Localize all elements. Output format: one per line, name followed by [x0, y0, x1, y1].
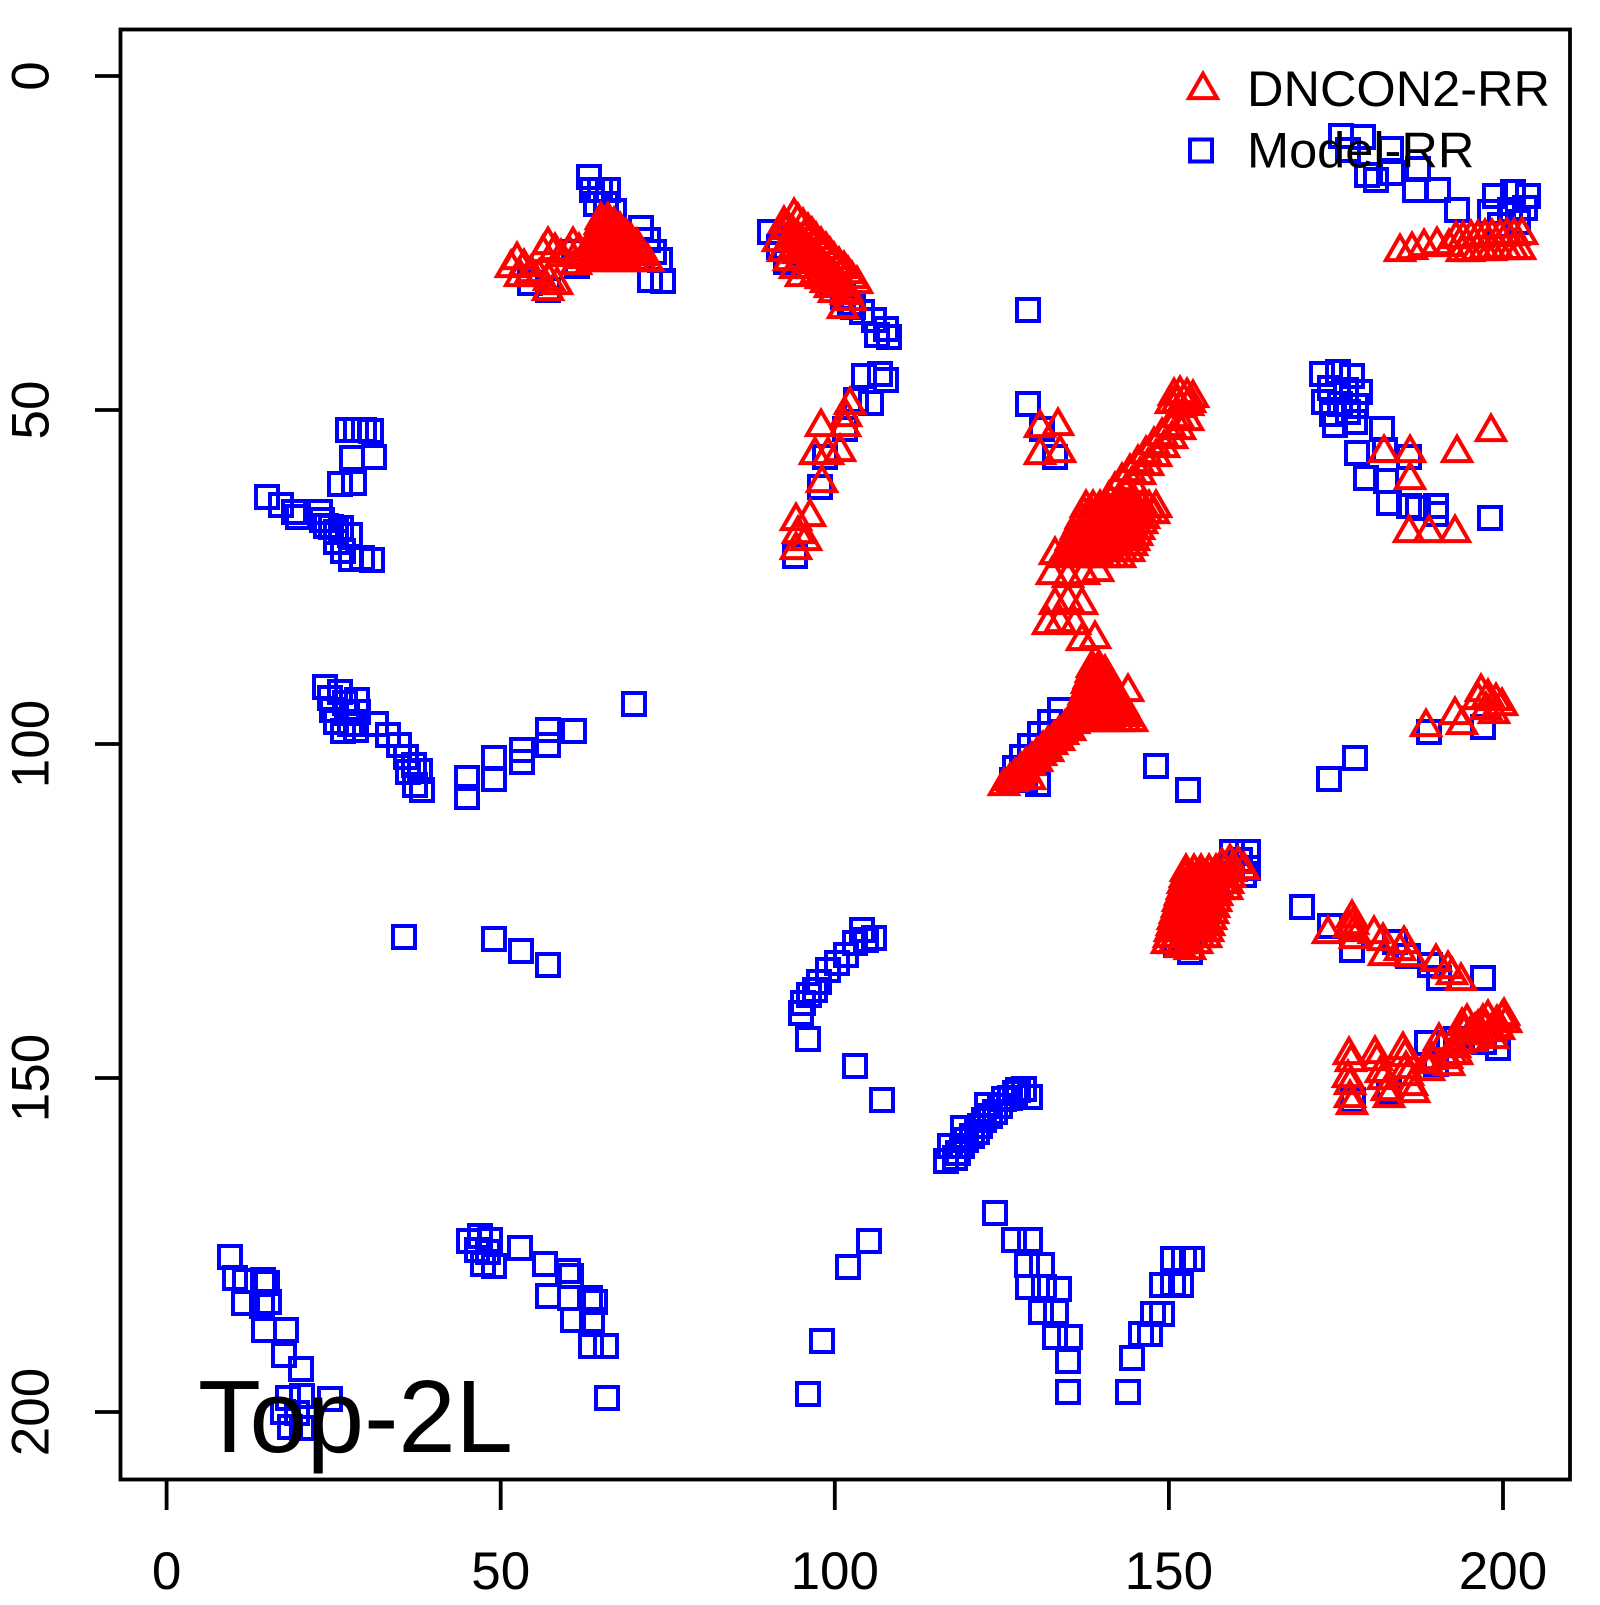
svg-text:50: 50 [2, 381, 61, 440]
svg-text:100: 100 [2, 700, 61, 788]
svg-text:DNCON2-RR: DNCON2-RR [1247, 60, 1550, 117]
svg-text:200: 200 [1459, 1542, 1547, 1600]
svg-text:50: 50 [471, 1542, 530, 1600]
svg-text:Model-RR: Model-RR [1247, 122, 1474, 179]
svg-text:0: 0 [2, 61, 61, 90]
svg-text:200: 200 [2, 1368, 61, 1456]
svg-text:Top-2L: Top-2L [198, 1359, 513, 1474]
svg-text:100: 100 [791, 1542, 879, 1600]
svg-text:150: 150 [2, 1034, 61, 1122]
svg-text:0: 0 [152, 1542, 181, 1600]
svg-text:150: 150 [1125, 1542, 1213, 1600]
